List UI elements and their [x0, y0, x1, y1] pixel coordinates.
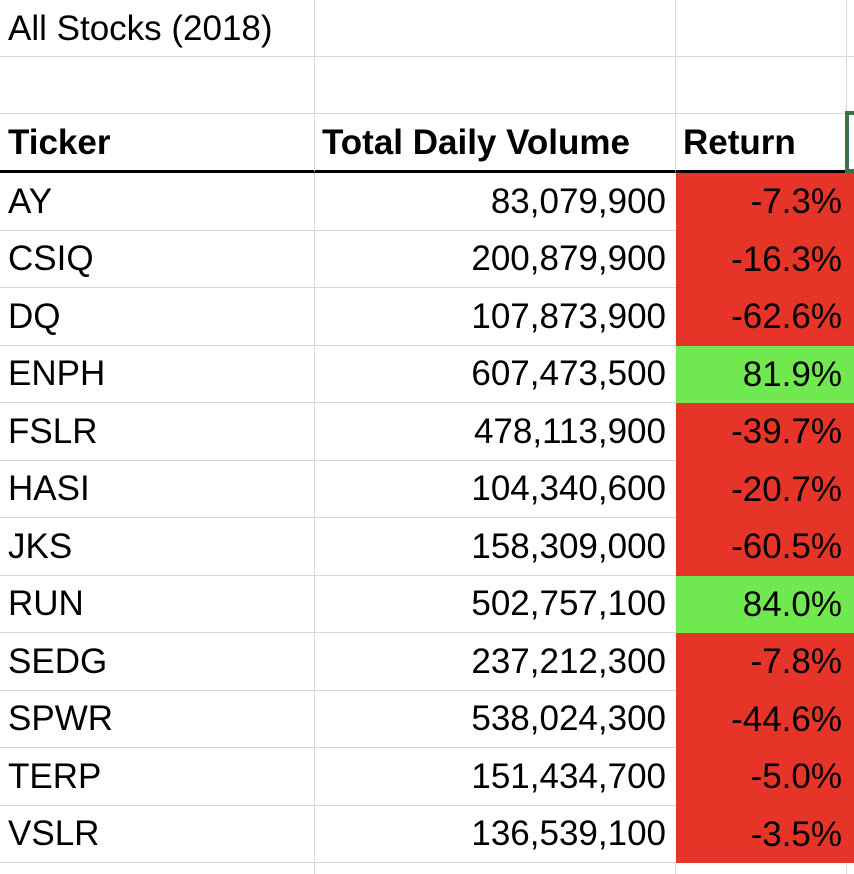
- empty-cell[interactable]: [315, 863, 676, 874]
- return-cell[interactable]: 81.9%: [676, 345, 847, 403]
- volume-cell[interactable]: 607,473,500: [315, 345, 676, 403]
- volume-cell[interactable]: 83,079,900: [315, 173, 676, 231]
- empty-cell[interactable]: [676, 57, 847, 114]
- ticker-cell[interactable]: RUN: [0, 575, 315, 633]
- ticker-cell[interactable]: CSIQ: [0, 230, 315, 288]
- cell-selection-border: [845, 111, 854, 173]
- empty-cell[interactable]: [847, 0, 854, 57]
- ticker-cell[interactable]: FSLR: [0, 403, 315, 461]
- return-cell[interactable]: -39.7%: [676, 403, 847, 461]
- ticker-cell[interactable]: SPWR: [0, 690, 315, 748]
- empty-cell[interactable]: [676, 863, 847, 874]
- ticker-cell[interactable]: TERP: [0, 748, 315, 806]
- empty-cell[interactable]: [847, 57, 854, 114]
- ticker-cell[interactable]: JKS: [0, 518, 315, 576]
- return-cell[interactable]: -60.5%: [676, 518, 847, 576]
- volume-cell[interactable]: 237,212,300: [315, 633, 676, 691]
- volume-cell[interactable]: 107,873,900: [315, 288, 676, 346]
- overflow-cell: [847, 633, 854, 691]
- overflow-cell: [847, 403, 854, 461]
- volume-cell[interactable]: 136,539,100: [315, 805, 676, 863]
- volume-cell[interactable]: 478,113,900: [315, 403, 676, 461]
- empty-cell[interactable]: [0, 863, 315, 874]
- column-header-return[interactable]: Return: [676, 114, 847, 173]
- empty-cell[interactable]: [847, 863, 854, 874]
- column-header-volume[interactable]: Total Daily Volume: [315, 114, 676, 173]
- volume-cell[interactable]: 538,024,300: [315, 690, 676, 748]
- return-cell[interactable]: -20.7%: [676, 460, 847, 518]
- overflow-cell: [847, 173, 854, 231]
- ticker-cell[interactable]: HASI: [0, 460, 315, 518]
- overflow-cell: [847, 575, 854, 633]
- ticker-cell[interactable]: DQ: [0, 288, 315, 346]
- overflow-cell: [847, 690, 854, 748]
- sheet-title-cell[interactable]: All Stocks (2018): [0, 0, 315, 57]
- return-cell[interactable]: -62.6%: [676, 288, 847, 346]
- return-cell[interactable]: -44.6%: [676, 690, 847, 748]
- ticker-cell[interactable]: ENPH: [0, 345, 315, 403]
- empty-cell[interactable]: [0, 57, 315, 114]
- volume-cell[interactable]: 502,757,100: [315, 575, 676, 633]
- overflow-cell: [847, 748, 854, 806]
- return-cell[interactable]: 84.0%: [676, 575, 847, 633]
- overflow-cell: [847, 460, 854, 518]
- ticker-cell[interactable]: VSLR: [0, 805, 315, 863]
- overflow-cell: [847, 805, 854, 863]
- volume-cell[interactable]: 151,434,700: [315, 748, 676, 806]
- return-cell[interactable]: -7.3%: [676, 173, 847, 231]
- column-header-ticker[interactable]: Ticker: [0, 114, 315, 173]
- overflow-cell: [847, 518, 854, 576]
- volume-cell[interactable]: 158,309,000: [315, 518, 676, 576]
- overflow-cell: [847, 230, 854, 288]
- volume-cell[interactable]: 200,879,900: [315, 230, 676, 288]
- return-cell[interactable]: -7.8%: [676, 633, 847, 691]
- volume-cell[interactable]: 104,340,600: [315, 460, 676, 518]
- empty-cell[interactable]: [315, 0, 676, 57]
- ticker-cell[interactable]: AY: [0, 173, 315, 231]
- overflow-cell: [847, 288, 854, 346]
- overflow-cell: [847, 345, 854, 403]
- return-cell[interactable]: -16.3%: [676, 230, 847, 288]
- return-cell[interactable]: -3.5%: [676, 805, 847, 863]
- return-cell[interactable]: -5.0%: [676, 748, 847, 806]
- empty-cell[interactable]: [676, 0, 847, 57]
- ticker-cell[interactable]: SEDG: [0, 633, 315, 691]
- empty-cell[interactable]: [315, 57, 676, 114]
